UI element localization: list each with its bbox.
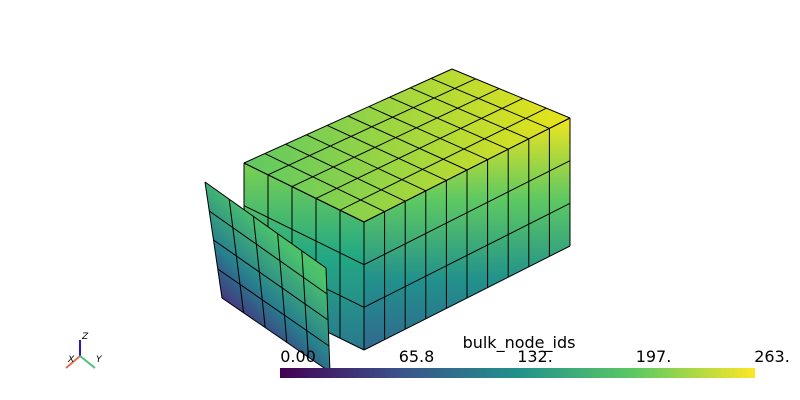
colorbar-title: bulk_node_ids <box>463 333 576 353</box>
cell-edge <box>243 162 365 223</box>
colorbar-tick-label: 132. <box>517 347 553 366</box>
y-label: Y <box>96 355 103 365</box>
cell-edge <box>285 143 406 202</box>
y-axis <box>79 355 96 369</box>
colorbar-tick-label: 197. <box>636 347 672 366</box>
cell-edge <box>363 160 571 266</box>
colorbar-ticks: 0.00 65.8 132. 197. 263. <box>280 347 790 366</box>
cell-edge <box>264 153 385 213</box>
cell-edge <box>221 297 331 373</box>
cell-edge <box>410 87 529 140</box>
colorbar-tick-label: 263. <box>754 347 790 366</box>
cell-edge <box>213 239 329 321</box>
cell-edge <box>389 96 509 150</box>
cell-edge <box>363 117 571 223</box>
colorbar-tick-label: 0.00 <box>280 347 316 366</box>
cell-edge <box>431 77 550 129</box>
colorbar-tick-label: 65.8 <box>399 347 435 366</box>
cell-edge <box>217 268 330 347</box>
cell-edge <box>363 202 571 308</box>
mesh <box>204 68 571 373</box>
cell-edge <box>243 205 365 266</box>
colorbar <box>280 368 755 378</box>
cell-edge <box>306 134 427 192</box>
cell-edge <box>363 245 571 351</box>
cell-edge <box>451 68 571 119</box>
cell-edge <box>208 210 328 295</box>
cell-edge <box>347 115 468 171</box>
cell-edge <box>204 181 327 269</box>
z-label: Z <box>81 332 89 342</box>
x-axis <box>65 355 81 369</box>
x-label: X <box>67 355 75 365</box>
axes-widget: Z X Y <box>65 332 103 369</box>
cell-edge <box>326 124 447 181</box>
cell-edge <box>368 106 488 161</box>
box-top <box>244 69 570 222</box>
